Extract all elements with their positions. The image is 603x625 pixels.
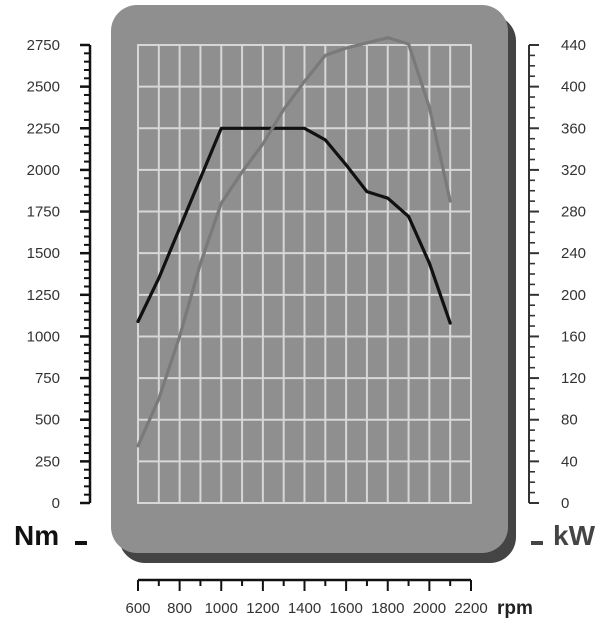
x-axis-label: rpm bbox=[497, 598, 533, 619]
right-axis-tick-label: 320 bbox=[561, 162, 586, 179]
right-axis-tick-label: 160 bbox=[561, 328, 586, 345]
left-axis-tick-label: 1750 bbox=[27, 204, 60, 221]
right-axis-label-dash bbox=[531, 541, 543, 545]
right-axis-tick-label: 440 bbox=[561, 37, 586, 54]
x-axis-tick-label: 1400 bbox=[288, 600, 321, 617]
left-axis-tick-label: 500 bbox=[35, 412, 60, 429]
right-axis-tick-label: 360 bbox=[561, 120, 586, 137]
left-axis-tick-label: 2750 bbox=[27, 37, 60, 54]
right-axis-tick-label: 280 bbox=[561, 204, 586, 221]
right-axis-tick-label: 400 bbox=[561, 79, 586, 96]
x-axis-tick-label: 1800 bbox=[371, 600, 404, 617]
series bbox=[136, 36, 452, 448]
right-axis-tick-label: 120 bbox=[561, 370, 586, 387]
x-axis-tick-label: 800 bbox=[167, 600, 192, 617]
x-axis-tick-label: 1000 bbox=[205, 600, 238, 617]
left-axis-tick-label: 0 bbox=[52, 495, 60, 512]
left-axis-tick-label: 1000 bbox=[27, 328, 60, 345]
left-axis: 0 250 500 750 1000 1250 1500 1750 2000 2250 2500 27… bbox=[27, 37, 92, 512]
left-axis-label: Nm bbox=[14, 520, 59, 551]
left-axis-tick-label: 1250 bbox=[27, 287, 60, 304]
left-axis-tick-label: 2500 bbox=[27, 79, 60, 96]
left-axis-tick-label: 250 bbox=[35, 453, 60, 470]
right-axis-tick-label: 0 bbox=[561, 495, 569, 512]
x-axis-tick-label: 2200 bbox=[454, 600, 487, 617]
left-axis-tick-label: 1500 bbox=[27, 245, 60, 262]
grid bbox=[137, 44, 472, 504]
x-axis-tick-label: 1600 bbox=[329, 600, 362, 617]
power-kw-line bbox=[136, 36, 452, 448]
right-axis-tick-label: 200 bbox=[561, 287, 586, 304]
x-axis: 600 800 1000 1200 1400 1600 1800 2000 2200 bbox=[125, 578, 488, 617]
right-axis-tick-label: 80 bbox=[561, 412, 578, 429]
torque-nm-line bbox=[136, 126, 452, 325]
left-axis-tick-label: 750 bbox=[35, 370, 60, 387]
left-axis-tick-label: 2000 bbox=[27, 162, 60, 179]
x-axis-tick-label: 1200 bbox=[246, 600, 279, 617]
left-axis-tick-label: 2250 bbox=[27, 120, 60, 137]
right-axis: 0 40 80 120 160 200 240 280 320 360 400 440 bbox=[528, 37, 586, 512]
right-axis-label: kW bbox=[553, 520, 596, 551]
right-axis-tick-label: 240 bbox=[561, 245, 586, 262]
left-axis-label-dash bbox=[75, 541, 87, 545]
x-axis-tick-label: 600 bbox=[125, 600, 150, 617]
x-axis-tick-label: 2000 bbox=[413, 600, 446, 617]
right-axis-tick-label: 40 bbox=[561, 453, 578, 470]
